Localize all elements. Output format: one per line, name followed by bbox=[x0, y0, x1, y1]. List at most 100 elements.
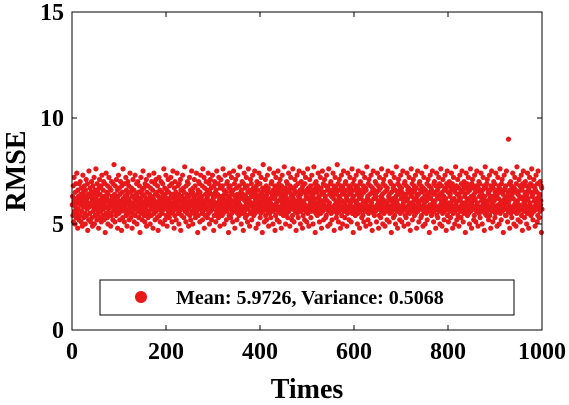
data-point bbox=[278, 225, 284, 231]
data-point bbox=[330, 170, 336, 176]
data-point bbox=[538, 198, 544, 204]
data-point bbox=[141, 185, 147, 191]
data-point bbox=[138, 174, 144, 180]
data-point bbox=[143, 176, 149, 183]
data-point bbox=[391, 174, 397, 180]
data-point bbox=[505, 219, 511, 225]
data-point bbox=[383, 172, 389, 178]
data-point bbox=[302, 181, 308, 187]
data-point bbox=[531, 176, 537, 183]
data-point bbox=[264, 172, 270, 178]
data-point bbox=[154, 183, 161, 189]
data-point bbox=[483, 185, 489, 191]
data-point bbox=[225, 229, 232, 236]
data-point bbox=[262, 176, 268, 183]
data-point bbox=[257, 181, 263, 187]
data-point bbox=[508, 179, 514, 185]
data-point bbox=[197, 189, 203, 195]
data-point bbox=[340, 185, 346, 191]
data-point bbox=[83, 187, 89, 193]
data-point bbox=[482, 164, 488, 170]
data-point bbox=[484, 181, 490, 187]
data-point bbox=[472, 172, 478, 178]
data-point bbox=[186, 223, 192, 229]
data-point bbox=[500, 229, 506, 236]
data-point bbox=[182, 164, 188, 170]
data-point bbox=[252, 168, 258, 174]
data-point bbox=[495, 174, 501, 180]
data-point bbox=[286, 208, 292, 214]
data-point bbox=[495, 196, 502, 202]
data-point bbox=[192, 183, 198, 189]
data-point bbox=[312, 229, 318, 236]
data-point bbox=[244, 183, 250, 189]
data-point bbox=[403, 191, 409, 197]
data-point bbox=[263, 217, 270, 223]
data-point bbox=[475, 223, 481, 229]
data-point bbox=[221, 221, 227, 227]
data-point bbox=[173, 217, 179, 223]
data-point bbox=[289, 212, 296, 219]
data-point bbox=[369, 200, 375, 206]
data-point bbox=[362, 174, 368, 180]
data-point bbox=[141, 193, 148, 199]
data-point bbox=[210, 198, 216, 204]
x-tick-label: 400 bbox=[242, 339, 278, 365]
y-axis: 0 5 10 15 bbox=[40, 0, 542, 344]
data-point bbox=[259, 229, 265, 236]
data-point bbox=[91, 174, 97, 180]
data-point bbox=[443, 196, 449, 202]
data-point bbox=[353, 172, 359, 178]
data-point bbox=[247, 176, 254, 183]
data-point bbox=[501, 172, 507, 178]
data-point bbox=[207, 176, 213, 183]
data-point bbox=[424, 217, 430, 223]
data-point bbox=[377, 185, 383, 191]
data-point bbox=[128, 215, 134, 221]
data-point bbox=[164, 223, 170, 229]
data-point bbox=[491, 198, 497, 204]
data-point bbox=[492, 181, 498, 187]
data-point bbox=[401, 223, 407, 229]
data-point bbox=[382, 223, 388, 229]
data-point bbox=[342, 215, 348, 221]
data-point bbox=[189, 189, 196, 195]
data-point bbox=[243, 174, 249, 180]
data-point bbox=[299, 225, 306, 231]
data-point bbox=[103, 170, 109, 176]
data-point bbox=[427, 172, 433, 178]
data-point bbox=[442, 172, 448, 178]
data-point bbox=[150, 225, 156, 231]
data-point bbox=[514, 164, 520, 170]
data-point bbox=[333, 215, 339, 221]
data-point bbox=[454, 217, 460, 223]
data-point bbox=[456, 223, 462, 229]
data-point bbox=[169, 219, 175, 225]
data-point bbox=[444, 168, 450, 174]
data-point bbox=[177, 176, 183, 183]
data-point bbox=[231, 168, 237, 174]
data-point bbox=[113, 176, 119, 183]
data-point bbox=[309, 172, 315, 178]
data-point bbox=[326, 200, 332, 206]
data-point bbox=[333, 185, 339, 191]
data-point bbox=[357, 179, 364, 185]
data-point bbox=[493, 170, 499, 176]
data-point bbox=[285, 215, 291, 221]
data-point bbox=[365, 217, 371, 223]
data-point bbox=[112, 183, 118, 189]
data-point bbox=[176, 181, 182, 187]
data-point bbox=[391, 183, 397, 189]
data-point bbox=[147, 221, 153, 227]
data-point bbox=[418, 212, 425, 219]
data-point bbox=[408, 166, 414, 172]
data-point bbox=[451, 196, 457, 202]
data-point bbox=[104, 215, 110, 221]
data-point bbox=[83, 176, 89, 183]
data-point bbox=[287, 223, 293, 229]
data-point bbox=[183, 219, 189, 225]
data-point bbox=[395, 225, 401, 231]
data-point bbox=[241, 170, 247, 176]
data-point bbox=[374, 170, 380, 176]
data-point bbox=[75, 225, 81, 231]
